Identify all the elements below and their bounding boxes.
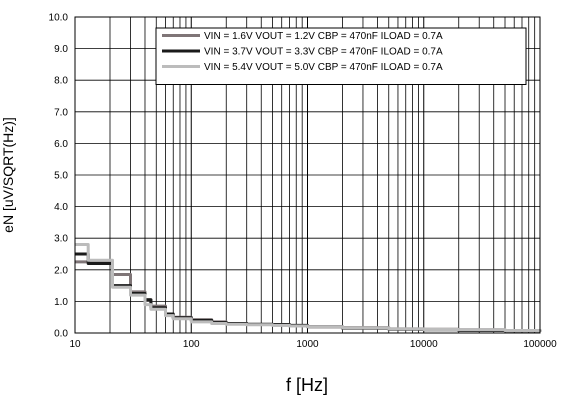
y-tick-label: 5.0: [54, 171, 68, 182]
y-tick-label: 7.0: [54, 107, 68, 118]
y-tick-label: 6.0: [54, 139, 68, 150]
x-tick-label: 100: [183, 339, 200, 350]
x-axis-label: f [Hz]: [286, 375, 328, 395]
x-tick-label: 100000: [523, 339, 557, 350]
y-tick-label: 9.0: [54, 44, 68, 55]
y-tick-label: 3.0: [54, 234, 68, 245]
legend-entry: VIN = 5.4V VOUT = 5.0V CBP = 470nF ILOAD…: [204, 62, 443, 73]
plot-area-frame: [74, 16, 541, 334]
y-tick-label: 0.0: [54, 329, 68, 340]
x-tick-label: 10: [69, 339, 81, 350]
y-tick-label: 10.0: [49, 13, 69, 24]
x-tick-label: 10000: [410, 339, 438, 350]
legend-box: [155, 27, 527, 85]
series-lines: [75, 243, 542, 333]
tick-labels: 10 100 1000 10000 100000 0.0 1.0 2.0 3.0 4.0 5.0 6.…: [49, 13, 558, 351]
y-tick-label: 4.0: [54, 202, 68, 213]
x-tick-label: 1000: [296, 339, 319, 350]
y-tick-label: 2.0: [54, 265, 68, 276]
y-axis-label: eN [uV/SQRT(Hz)]: [0, 117, 16, 233]
legend-entry: VIN = 3.7V VOUT = 3.3V CBP = 470nF ILOAD…: [204, 47, 443, 58]
series-line-3: [75, 243, 542, 332]
legend-entry: VIN = 1.6V VOUT = 1.2V CBP = 470nF ILOAD…: [204, 31, 443, 42]
y-tick-label: 1.0: [54, 297, 68, 308]
y-tick-label: 8.0: [54, 76, 68, 87]
legend: VIN = 1.6V VOUT = 1.2V CBP = 470nF ILOAD…: [155, 27, 527, 85]
